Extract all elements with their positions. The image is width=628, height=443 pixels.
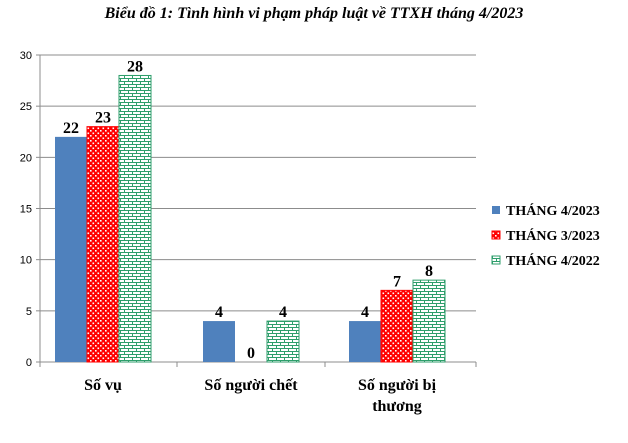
legend-swatch [491, 255, 501, 265]
legend-swatch [491, 230, 501, 240]
y-tick-label: 15 [20, 204, 32, 216]
data-label: 4 [361, 304, 369, 321]
y-tick-label: 5 [26, 306, 32, 318]
bar [349, 321, 381, 362]
bar [412, 279, 446, 363]
legend-swatch [492, 206, 500, 214]
x-tick-label: Số người bị [358, 377, 437, 394]
data-label: 7 [393, 273, 401, 290]
legend: THÁNG 4/2023 THÁNG 3/2023 THÁNG 4/2022 [491, 202, 600, 269]
y-tick-label: 20 [20, 152, 32, 164]
plot-area: 0 5 10 15 20 25 30 22 4 4 23 0 7 28 4 8 Số vụ Số người ch… [20, 50, 477, 415]
data-label: 22 [63, 120, 79, 137]
legend-label: THÁNG 4/2023 [506, 202, 600, 219]
legend-label: THÁNG 3/2023 [506, 227, 600, 244]
data-label: 23 [95, 110, 111, 127]
legend-label: THÁNG 4/2022 [506, 252, 600, 269]
data-label: 28 [127, 58, 143, 75]
bar [86, 126, 120, 363]
y-tick-label: 0 [26, 357, 32, 369]
data-label: 4 [279, 304, 287, 321]
data-label: 8 [425, 263, 433, 280]
y-tick-label: 30 [20, 50, 32, 62]
chart-title: Biểu đồ 1: Tình hình vi phạm pháp luật v… [104, 5, 524, 22]
x-tick-label: Số vụ [84, 377, 122, 394]
y-tick-label: 25 [20, 101, 32, 113]
bar [380, 289, 414, 363]
bar [55, 136, 87, 362]
data-label: 4 [215, 304, 223, 321]
x-tick-label: thương [372, 398, 422, 415]
bar [118, 74, 152, 363]
data-label: 0 [247, 345, 255, 362]
y-tick-label: 10 [20, 255, 32, 267]
bar [203, 321, 235, 362]
bar [266, 320, 300, 363]
x-tick-label: Số người chết [204, 377, 298, 394]
